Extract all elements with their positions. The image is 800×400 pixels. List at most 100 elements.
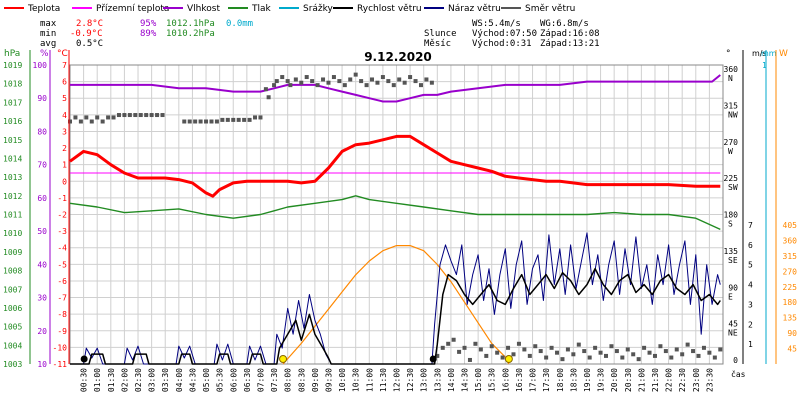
wind-dir-point <box>353 72 358 77</box>
legend-label: Směr větru <box>525 4 575 14</box>
wind-dir-point <box>506 345 511 350</box>
tick-label-temp: 2 <box>62 144 67 153</box>
tick-label-temp: -3 <box>57 227 67 236</box>
wind-dir-point <box>258 115 263 120</box>
axis-header-degc: °C <box>57 49 68 59</box>
tick-label-time: 20:00 <box>610 368 619 392</box>
tick-label-cardinal: SE <box>728 256 738 265</box>
wind-dir-point <box>326 80 331 85</box>
stats-min-temp: -0.9°C <box>70 29 103 39</box>
tick-label-dir: 225 <box>724 174 739 183</box>
wind-dir-point <box>424 77 429 82</box>
wind-dir-point <box>397 77 402 82</box>
tick-label-time: 12:30 <box>406 368 415 392</box>
tick-label-hum: 60 <box>37 194 47 203</box>
legend-label: Přízemní teplota <box>96 4 169 14</box>
tick-label-time: 18:30 <box>569 368 578 392</box>
tick-label-cardinal: SW <box>728 183 738 192</box>
wind-dir-point <box>310 79 315 84</box>
tick-label-time: 02:30 <box>134 368 143 392</box>
tick-label-cardinal: W <box>728 147 733 156</box>
moon-marker <box>80 355 88 363</box>
wind-dir-point <box>511 352 516 357</box>
stats-min-press: 1010.2hPa <box>166 29 215 39</box>
tick-label-time: 17:30 <box>542 368 551 392</box>
wind-dir-point <box>680 352 685 357</box>
wind-dir-point <box>500 355 505 360</box>
tick-label-time: 22:30 <box>678 368 687 392</box>
wind-dir-point <box>701 345 706 350</box>
tick-label-time: 06:00 <box>229 368 238 392</box>
tick-label-temp: 1 <box>62 161 67 170</box>
wind-dir-point <box>598 350 603 355</box>
series-humidity <box>70 74 721 103</box>
tick-label-time: 00:30 <box>80 368 89 392</box>
tick-label-temp: 5 <box>62 94 67 103</box>
axis-header-mm: mm <box>761 49 777 58</box>
axis-header-w: W <box>779 49 788 59</box>
wind-dir-point <box>576 342 581 347</box>
tick-label-time: 01:30 <box>107 368 116 392</box>
chart-title: 9.12.2020 <box>364 50 432 64</box>
tick-label-time: 17:00 <box>529 368 538 392</box>
tick-label-time: 08:30 <box>297 368 306 392</box>
tick-label-cardinal: NE <box>728 329 738 338</box>
tick-label-hum: 70 <box>37 161 47 170</box>
tick-label-temp: 6 <box>62 78 67 87</box>
wind-dir-point <box>560 357 565 362</box>
sun-marker <box>504 355 513 363</box>
wind-dir-point <box>342 83 347 88</box>
wind-dir-point <box>549 345 554 350</box>
wind-dir-point <box>78 119 83 124</box>
tick-label-time: 15:00 <box>474 368 483 392</box>
tick-label-temp: 3 <box>62 127 67 136</box>
wind-dir-point <box>636 357 641 362</box>
wind-dir-point <box>391 83 396 88</box>
wind-dir-point <box>370 77 375 82</box>
wind-dir-point <box>288 83 293 88</box>
tick-label-time: 03:00 <box>148 368 157 392</box>
wind-dir-point <box>198 119 203 124</box>
stats-min-label: min <box>40 29 56 39</box>
wind-dir-point <box>533 344 538 349</box>
moon-marker <box>429 355 437 363</box>
wind-dir-point <box>691 349 696 354</box>
tick-label-temp: -5 <box>57 260 67 269</box>
wind-dir-point <box>84 115 89 120</box>
tick-label-temp: -7 <box>57 294 67 303</box>
wind-dir-point <box>242 117 247 122</box>
grid <box>69 64 724 365</box>
tick-label-time: 12:00 <box>393 368 402 392</box>
tick-label-dir: 0 <box>733 356 738 365</box>
wind-dir-point <box>478 347 483 352</box>
tick-label-time: 09:30 <box>324 368 333 392</box>
tick-label-dir: 360 <box>724 65 739 74</box>
wind-dir-point <box>642 345 647 350</box>
wind-dir-point <box>182 119 187 124</box>
wind-dir-point <box>106 115 111 120</box>
tick-label-time: 22:00 <box>665 368 674 392</box>
tick-label-temp: -1 <box>57 194 67 203</box>
tick-label-time: 13:30 <box>433 368 442 392</box>
tick-label-press: 1004 <box>3 341 22 350</box>
axis-header-hpa: hPa <box>4 49 20 59</box>
tick-label-time: 23:30 <box>705 368 714 392</box>
wind-dir-point <box>220 117 225 122</box>
wind-dir-point <box>604 353 609 358</box>
wind-dir-point <box>593 345 598 350</box>
tick-label-time: 15:30 <box>488 368 497 392</box>
wind-dir-point <box>625 347 630 352</box>
wind-dir-point <box>712 355 717 360</box>
wind-dir-point <box>609 344 614 349</box>
moon-label: Měsíc <box>424 39 451 49</box>
series-solar <box>282 245 510 365</box>
tick-label-wind: 5 <box>748 261 753 270</box>
wind-dir-point <box>144 113 149 118</box>
tick-label-time: 10:30 <box>352 368 361 392</box>
wind-dir-point <box>138 113 143 118</box>
wind-ws: WS:5.4m/s <box>472 19 521 29</box>
wind-dir-point <box>274 79 279 84</box>
wind-dir-point <box>522 347 527 352</box>
